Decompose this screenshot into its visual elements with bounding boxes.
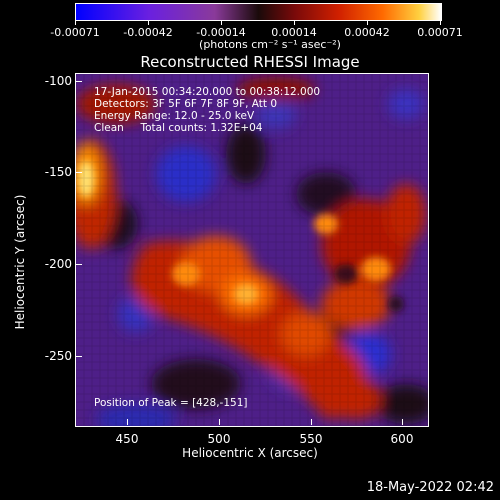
x-tick [402, 419, 403, 425]
time-range: 17-Jan-2015 00:34:20.000 to 00:38:12.000 [94, 86, 321, 98]
x-tick [311, 419, 312, 425]
x-tick [127, 419, 128, 425]
image-canvas [76, 74, 428, 426]
colorbar-units: (photons cm⁻² s⁻¹ asec⁻²) [199, 38, 341, 51]
y-tick-label: -200 [44, 257, 72, 271]
y-tick [76, 356, 82, 357]
colorbar-label: -0.00014 [196, 26, 246, 39]
y-tick [76, 81, 82, 82]
reconstruction-method: Clean Total counts: 1.32E+04 [94, 122, 263, 134]
colorbar-label: 0.00071 [417, 26, 463, 39]
detectors: Detectors: 3F 5F 6F 7F 8F 9F, Att 0 [94, 98, 278, 110]
y-tick-label: -150 [44, 165, 72, 179]
colorbar-tick [75, 20, 76, 25]
x-tick-label: 500 [207, 432, 231, 446]
colorbar-tick [221, 20, 222, 25]
colorbar-tick [440, 20, 441, 25]
plot-title: Reconstructed RHESSI Image [140, 53, 360, 71]
colorbar-label: 0.00042 [344, 26, 390, 39]
y-tick [76, 264, 82, 265]
y-tick [76, 172, 82, 173]
colorbar-tick [367, 20, 368, 25]
rhessi-image: 17-Jan-2015 00:34:20.000 to 00:38:12.000… [75, 73, 429, 427]
y-tick-label: -250 [44, 349, 72, 363]
colorbar-tick [148, 20, 149, 25]
x-tick-label: 450 [115, 432, 139, 446]
colorbar-label: -0.00071 [50, 26, 100, 39]
y-axis-label: Heliocentric Y (arcsec) [13, 194, 27, 330]
x-tick [219, 419, 220, 425]
colorbar [75, 3, 442, 21]
x-tick-label: 600 [390, 432, 414, 446]
x-tick-label: 550 [299, 432, 323, 446]
x-axis-label: Heliocentric X (arcsec) [182, 446, 318, 460]
colorbar-label: 0.00014 [271, 26, 317, 39]
timestamp: 18-May-2022 02:42 [366, 480, 494, 495]
peak-position: Position of Peak = [428,-151] [94, 397, 248, 409]
y-tick-label: -100 [44, 74, 72, 88]
colorbar-label: -0.00042 [123, 26, 173, 39]
energy-range: Energy Range: 12.0 - 25.0 keV [94, 110, 255, 122]
colorbar-tick [294, 20, 295, 25]
